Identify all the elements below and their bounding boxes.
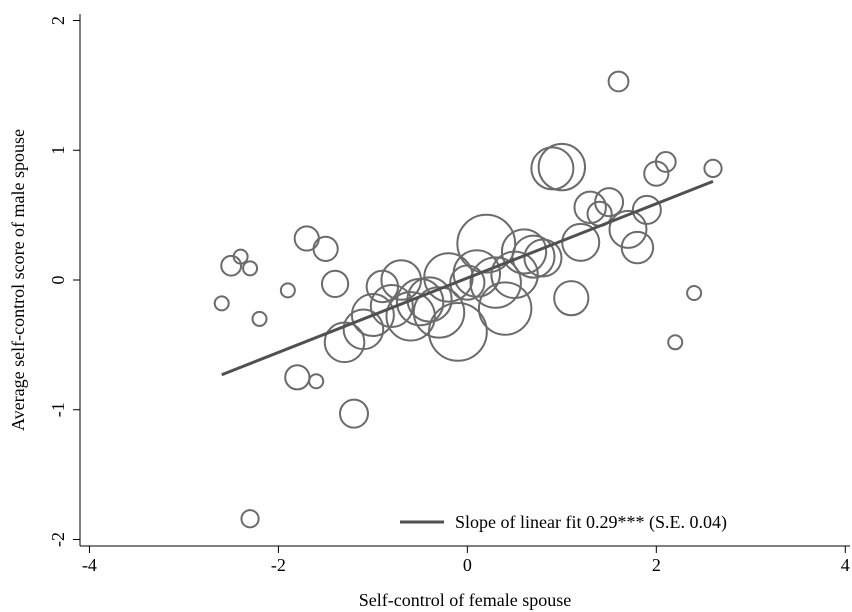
- scatter-point: [452, 249, 502, 298]
- x-axis-ticks: -4 -2 0 2 4: [82, 546, 850, 575]
- scatter-point: [312, 235, 339, 262]
- scatter-point: [703, 158, 723, 179]
- scatter-point: [350, 293, 395, 338]
- scatter-point: [293, 225, 320, 252]
- bubble-markers: [213, 70, 723, 529]
- legend-entry: Slope of linear fit 0.29*** (S.E. 0.04): [455, 512, 727, 533]
- plot-area: -4 -2 0 2 4 -2 -1 0 1 2: [48, 14, 850, 575]
- scatter-point: [338, 398, 369, 429]
- y-tick-label: 2: [48, 16, 68, 25]
- linear-fit-line: [221, 179, 714, 377]
- scatter-point: [279, 282, 296, 299]
- scatter-point: [686, 284, 703, 301]
- scatter-point: [369, 283, 414, 328]
- scatter-point: [385, 291, 436, 342]
- scatter-point: [631, 194, 662, 225]
- scatter-point: [477, 281, 533, 336]
- scatter-point: [320, 269, 350, 298]
- scatter-point: [561, 222, 601, 262]
- y-tick-label: 0: [48, 276, 68, 285]
- scatter-point: [654, 151, 677, 173]
- legend: Slope of linear fit 0.29*** (S.E. 0.04): [400, 512, 727, 533]
- x-tick-label: -2: [271, 555, 286, 575]
- scatter-point: [530, 146, 575, 191]
- y-tick-label: 1: [48, 146, 68, 155]
- x-tick-label: -4: [82, 555, 97, 575]
- y-axis-ticks: -2 -1 0 1 2: [48, 16, 80, 547]
- scatter-point: [232, 248, 249, 265]
- x-tick-label: 4: [841, 555, 850, 575]
- scatter-point: [242, 260, 259, 277]
- x-tick-label: 0: [463, 555, 472, 575]
- scatter-point: [412, 286, 466, 339]
- scatter-point: [284, 364, 311, 391]
- scatter-point: [251, 310, 268, 327]
- y-tick-label: -1: [48, 402, 68, 417]
- scatter-point: [406, 276, 453, 323]
- scatter-point: [607, 70, 630, 93]
- scatter-point: [213, 295, 230, 312]
- scatter-point: [667, 334, 684, 351]
- scatter-point: [469, 256, 522, 309]
- x-tick-label: 2: [652, 555, 661, 575]
- scatter-point: [500, 228, 548, 275]
- scatter-point: [220, 254, 243, 277]
- scatter-point: [342, 308, 385, 351]
- scatter-point: [456, 213, 517, 274]
- x-axis-title: Self-control of female spouse: [359, 590, 571, 610]
- scatter-point: [240, 509, 260, 529]
- scatter-point: [428, 302, 488, 362]
- scatter-point: [553, 280, 590, 317]
- scatter-point: [608, 209, 648, 249]
- scatter-point: [594, 187, 625, 218]
- y-tick-label: -2: [48, 532, 68, 547]
- scatter-point: [537, 142, 587, 192]
- scatter-point: [308, 373, 325, 390]
- scatter-point: [573, 190, 607, 225]
- y-axis-title: Average self-control score of male spous…: [8, 129, 28, 431]
- scatter-point: [511, 234, 556, 279]
- scatter-point: [523, 238, 563, 278]
- scatter-point: [620, 230, 655, 265]
